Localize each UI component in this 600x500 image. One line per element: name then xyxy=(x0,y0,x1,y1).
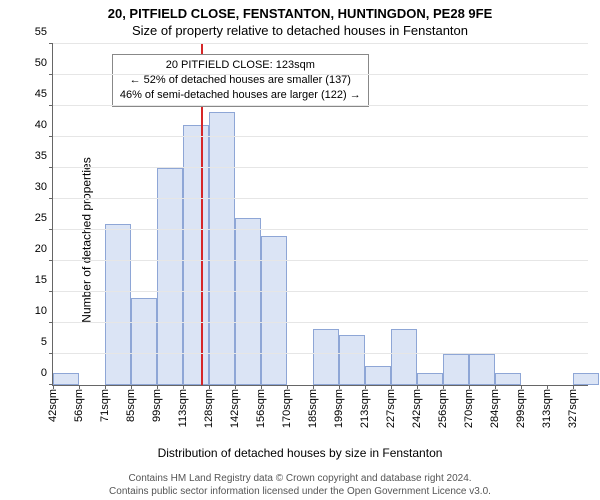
footer-line1: Contains HM Land Registry data © Crown c… xyxy=(0,472,600,485)
xtick-label: 284sqm xyxy=(489,385,501,428)
ytick-label: 40 xyxy=(35,119,53,131)
xtick-label: 85sqm xyxy=(125,385,137,422)
xtick-label: 299sqm xyxy=(515,385,527,428)
ytick-mark xyxy=(49,167,53,168)
histogram-bar xyxy=(443,354,469,385)
ytick-mark xyxy=(49,353,53,354)
gridline xyxy=(53,167,588,168)
histogram-bar xyxy=(131,298,157,385)
gridline xyxy=(53,260,588,261)
xtick-label: 242sqm xyxy=(411,385,423,428)
ytick-mark xyxy=(49,74,53,75)
ytick-mark xyxy=(49,260,53,261)
gridline xyxy=(53,198,588,199)
xtick-label: 156sqm xyxy=(255,385,267,428)
xtick-label: 256sqm xyxy=(437,385,449,428)
histogram-bar xyxy=(417,373,443,385)
xtick-label: 56sqm xyxy=(73,385,85,422)
xtick-label: 142sqm xyxy=(229,385,241,428)
chart-title-desc: Size of property relative to detached ho… xyxy=(0,21,600,38)
xtick-label: 113sqm xyxy=(177,385,189,427)
xtick-label: 199sqm xyxy=(333,385,345,428)
gridline xyxy=(53,136,588,137)
histogram-bar xyxy=(365,366,391,385)
histogram-bar xyxy=(209,112,235,385)
xtick-label: 213sqm xyxy=(359,385,371,428)
xtick-label: 99sqm xyxy=(151,385,163,422)
ytick-label: 50 xyxy=(35,57,53,69)
xtick-label: 71sqm xyxy=(99,385,111,422)
ytick-label: 20 xyxy=(35,243,53,255)
histogram-bar xyxy=(105,224,131,385)
histogram-bar xyxy=(391,329,417,385)
ytick-mark xyxy=(49,136,53,137)
ytick-label: 15 xyxy=(35,274,53,286)
histogram-bar xyxy=(235,218,261,385)
xtick-label: 170sqm xyxy=(281,385,293,428)
histogram-bar xyxy=(261,236,287,385)
annotation-line3: 46% of semi-detached houses are larger (… xyxy=(120,88,361,103)
gridline xyxy=(53,322,588,323)
gridline xyxy=(53,105,588,106)
ytick-label: 55 xyxy=(35,26,53,38)
histogram-bar xyxy=(313,329,339,385)
ytick-mark xyxy=(49,291,53,292)
gridline xyxy=(53,74,588,75)
ytick-label: 5 xyxy=(41,336,53,348)
gridline xyxy=(53,291,588,292)
histogram-bar xyxy=(53,373,79,385)
ytick-mark xyxy=(49,198,53,199)
annotation-line2: ← 52% of detached houses are smaller (13… xyxy=(120,73,361,88)
chart-title-address: 20, PITFIELD CLOSE, FENSTANTON, HUNTINGD… xyxy=(0,0,600,21)
ytick-label: 35 xyxy=(35,150,53,162)
annotation-box: 20 PITFIELD CLOSE: 123sqm ← 52% of detac… xyxy=(112,54,369,107)
histogram-bar xyxy=(495,373,521,385)
ytick-label: 0 xyxy=(41,367,53,379)
histogram-bar xyxy=(469,354,495,385)
xtick-label: 313sqm xyxy=(541,385,553,428)
ytick-mark xyxy=(49,229,53,230)
xtick-label: 327sqm xyxy=(567,385,579,428)
ytick-label: 10 xyxy=(35,305,53,317)
xtick-label: 185sqm xyxy=(307,385,319,428)
xtick-label: 128sqm xyxy=(203,385,215,428)
ytick-mark xyxy=(49,105,53,106)
gridline xyxy=(53,229,588,230)
gridline xyxy=(53,43,588,44)
histogram-bar xyxy=(339,335,365,385)
chart-container: Number of detached properties 20 PITFIEL… xyxy=(0,40,600,440)
xtick-label: 270sqm xyxy=(463,385,475,428)
histogram-bar xyxy=(573,373,599,385)
ytick-label: 30 xyxy=(35,181,53,193)
annotation-line1: 20 PITFIELD CLOSE: 123sqm xyxy=(120,58,361,73)
ytick-mark xyxy=(49,322,53,323)
xtick-label: 42sqm xyxy=(47,385,59,422)
gridline xyxy=(53,353,588,354)
histogram-bar xyxy=(183,125,209,385)
plot-area: 20 PITFIELD CLOSE: 123sqm ← 52% of detac… xyxy=(52,44,588,386)
x-axis-label: Distribution of detached houses by size … xyxy=(0,446,600,460)
ytick-mark xyxy=(49,43,53,44)
footer-attribution: Contains HM Land Registry data © Crown c… xyxy=(0,472,600,498)
ytick-label: 45 xyxy=(35,88,53,100)
xtick-label: 227sqm xyxy=(385,385,397,428)
ytick-label: 25 xyxy=(35,212,53,224)
footer-line2: Contains public sector information licen… xyxy=(0,485,600,498)
